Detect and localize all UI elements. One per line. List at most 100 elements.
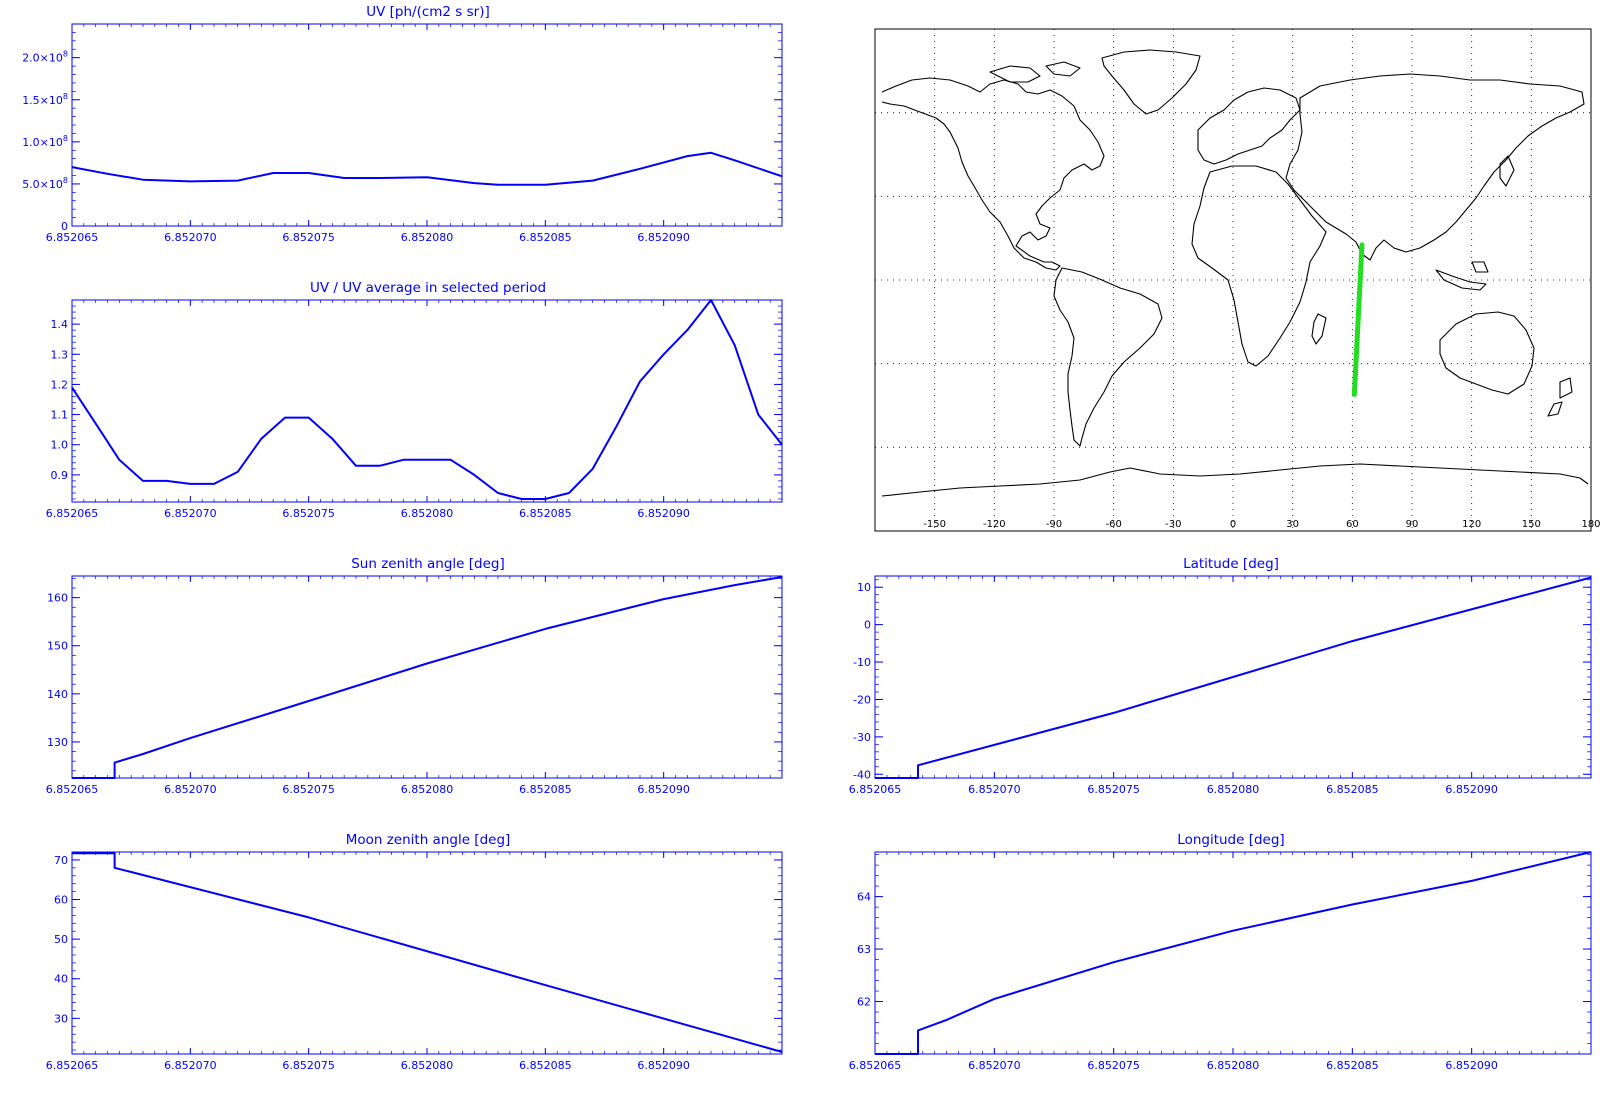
asia-coast [1285,73,1585,261]
arctic-islands-coast [989,61,1081,83]
europe-coast [1197,87,1301,165]
uv-ratio-chart: UV / UV average in selected period 6.852… [46,280,783,520]
lat-x-tick-label: 6.852075 [1087,783,1140,796]
map-x-tick-label: 90 [1406,519,1419,530]
mza-y-tick-label: 70 [54,854,68,867]
mza-y-tick-label: 50 [54,933,68,946]
uv-x-tick-label: 6.852080 [401,231,454,244]
north-america-coast [881,77,1105,271]
sza-x-tick-label: 6.852075 [282,783,335,796]
uv-series-line [71,151,783,186]
latitude-chart: Latitude [deg] 6.852065 6.852070 6.852075 6… [849,556,1592,796]
sun-zenith-chart: Sun zenith angle [deg] 6.852065 6.852070 6… [46,556,783,796]
sza-x-tick-label: 6.852085 [519,783,572,796]
madagascar-coast [1311,313,1327,345]
lat-y-tick-label: -30 [853,731,871,744]
sza-y-tick-label: 150 [47,640,68,653]
lon-x-tick-label: 6.852080 [1207,1059,1260,1072]
longitude-chart: Longitude [deg] 6.852065 6.852070 6.852075… [849,832,1592,1072]
lon-x-tick-label: 6.852085 [1326,1059,1379,1072]
mza-y-tick-label: 30 [54,1012,68,1025]
lat-y-tick-label: -40 [853,768,871,781]
mza-x-tick-label: 6.852075 [282,1059,335,1072]
lat-y-tick-label: 0 [864,619,871,632]
map-x-tick-label: 30 [1286,519,1299,530]
map-x-tick-label: -120 [983,519,1006,530]
uv-y-tick-label: 2.0×108 [22,50,68,65]
map-longitude-ticks: -150 -120 -90 -60 -30 0 30 60 90 120 150 180 [923,519,1600,530]
moon-zenith-chart: Moon zenith angle [deg] 6.852065 6.852070… [46,832,783,1072]
ratio-y-tick-label: 1.2 [51,378,69,391]
ground-track-line [1351,242,1365,397]
lon-y-tick-label: 63 [857,943,871,956]
mza-y-tick-label: 40 [54,973,68,986]
sza-y-tick-label: 160 [47,592,68,605]
lat-x-tick-label: 6.852065 [849,783,902,796]
antarctica-coast [881,463,1589,497]
longitude-chart-title: Longitude [deg] [1177,832,1284,848]
japan-coast [1499,155,1515,187]
sza-x-tick-label: 6.852070 [164,783,217,796]
lon-x-tick-label: 6.852090 [1445,1059,1498,1072]
lon-series-line [875,851,1592,1055]
mza-x-tick-label: 6.852085 [519,1059,572,1072]
moon-zenith-chart-title: Moon zenith angle [deg] [346,832,511,848]
world-map: -150 -120 -90 -60 -30 0 30 60 90 120 150 180 [874,28,1600,532]
lon-x-tick-label: 6.852075 [1087,1059,1140,1072]
australia-coast [1439,311,1535,395]
latitude-chart-title: Latitude [deg] [1183,556,1279,572]
africa-coast [1191,165,1327,367]
lat-x-tick-label: 6.852070 [968,783,1021,796]
lon-x-tick-label: 6.852065 [849,1059,902,1072]
uv-x-tick-label: 6.852090 [637,231,690,244]
mza-y-tick-label: 60 [54,894,68,907]
ratio-y-tick-label: 1.1 [51,409,69,422]
lat-x-tick-label: 6.852090 [1445,783,1498,796]
ratio-x-tick-label: 6.852080 [401,507,454,520]
ratio-y-tick-label: 1.4 [51,318,69,331]
lat-x-tick-label: 6.852080 [1207,783,1260,796]
uv-chart: UV [ph/(cm2 s sr)] 6.852065 6.852070 6.852… [22,4,783,244]
ratio-series-line [71,299,783,500]
map-x-tick-label: -90 [1046,519,1062,530]
uv-x-tick-label: 6.852075 [282,231,335,244]
south-america-coast [1053,267,1163,447]
uv-x-tick-label: 6.852070 [164,231,217,244]
uv-y-tick-label: 0 [61,220,68,233]
sza-x-tick-label: 6.852090 [637,783,690,796]
uv-y-tick-label: 5.0×108 [22,176,68,191]
lat-y-tick-label: 10 [857,581,871,594]
mza-series-line [72,852,783,1053]
ratio-x-tick-label: 6.852065 [46,507,99,520]
mza-x-tick-label: 6.852065 [46,1059,99,1072]
mza-x-tick-label: 6.852070 [164,1059,217,1072]
ratio-x-tick-label: 6.852085 [519,507,572,520]
map-x-tick-label: 120 [1462,519,1481,530]
map-x-tick-label: 180 [1581,519,1600,530]
map-x-tick-label: 60 [1346,519,1359,530]
ratio-x-tick-label: 6.852075 [282,507,335,520]
ratio-x-tick-label: 6.852070 [164,507,217,520]
lon-y-tick-label: 64 [857,891,871,904]
lat-series-line [875,576,1592,779]
new-zealand-coast [1547,377,1573,417]
uv-ratio-chart-title: UV / UV average in selected period [310,280,546,296]
indonesia-coast [1435,261,1489,291]
ratio-x-tick-label: 6.852090 [637,507,690,520]
uv-x-tick-label: 6.852085 [519,231,572,244]
lat-x-tick-label: 6.852085 [1326,783,1379,796]
mza-x-tick-label: 6.852080 [401,1059,454,1072]
greenland-coast [1101,49,1201,115]
map-x-tick-label: -150 [923,519,946,530]
coastlines [881,49,1589,497]
sza-series-line [72,576,783,779]
map-x-tick-label: 0 [1230,519,1236,530]
map-x-tick-label: -30 [1165,519,1181,530]
sza-x-tick-label: 6.852065 [46,783,99,796]
lat-y-tick-label: -10 [853,656,871,669]
ratio-y-tick-label: 1.3 [51,348,69,361]
sza-y-tick-label: 140 [47,688,68,701]
uv-chart-title: UV [ph/(cm2 s sr)] [366,4,490,20]
sza-x-tick-label: 6.852080 [401,783,454,796]
